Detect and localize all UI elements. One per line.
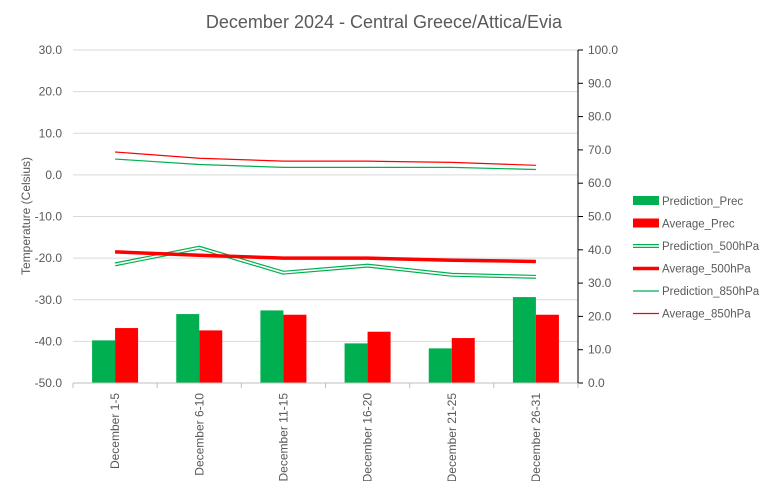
category-label: December 21-25 [445,393,459,481]
bar-average-prec [283,314,307,383]
axes [72,49,583,388]
bar-prediction-prec [344,343,368,383]
right-tick-label: 40.0 [588,243,612,257]
left-tick-label: -50.0 [35,376,63,390]
bar-average-prec [451,338,475,383]
bar-average-prec [199,330,223,383]
bar-prediction-prec [512,297,536,383]
left-axis-tick-labels: 30.0 20.0 10.0 0.0 -10.0 -20.0 -30.0 -40.0 -50.0 [35,43,63,390]
gridlines [73,49,578,342]
bar-average-prec [535,314,559,383]
left-tick-label: 0.0 [45,168,62,182]
line-series-group [114,151,536,279]
left-tick-label: -30.0 [35,293,63,307]
left-tick-label: 20.0 [39,85,63,99]
left-tick-label: 30.0 [39,43,63,57]
category-label: December 16-20 [361,393,375,481]
legend-prediction-500hpa-label: Prediction_500hPa [662,241,760,253]
right-tick-label: 0.0 [588,376,605,390]
right-tick-label: 30.0 [588,276,612,290]
y-axis-title: Temperature (Celsius) [19,157,33,275]
legend-prediction-prec-swatch [633,196,659,205]
bar-series-group [92,297,559,383]
legend-average-prec-label: Average_Prec [662,219,735,231]
right-tick-label: 10.0 [588,343,612,357]
right-tick-label: 60.0 [588,176,612,190]
bar-average-prec [367,331,391,383]
left-tick-label: 10.0 [39,126,63,140]
left-tick-label: -40.0 [35,334,63,348]
bar-prediction-prec [176,314,200,383]
right-tick-label: 90.0 [588,76,612,90]
category-label: December 11-15 [276,393,290,481]
right-tick-label: 100.0 [588,43,618,57]
left-tick-label: -20.0 [35,251,63,265]
right-axis-tick-labels: 100.0 90.0 80.0 70.0 60.0 50.0 40.0 30.0 20.0 10.… [588,43,618,390]
left-tick-label: -10.0 [35,210,63,224]
category-label: December 26-31 [529,393,543,481]
category-axis-labels: December 1-5 December 6-10 December 11-15 D… [108,393,543,481]
line-prediction-850hpa [115,158,536,171]
legend-average-500hpa-label: Average_500hPa [662,264,751,276]
line-average-850hpa [115,151,536,166]
legend-prediction-850hpa-label: Prediction_850hPa [662,286,760,298]
right-tick-label: 20.0 [588,309,612,323]
chart-title: December 2024 - Central Greece/Attica/Ev… [206,12,563,32]
line-prediction-500hpa-inner [114,246,536,278]
bar-prediction-prec [92,340,116,383]
category-label: December 1-5 [108,393,122,469]
legend-average-prec-swatch [633,218,659,228]
line-average-500hpa [115,250,536,264]
bar-average-prec [115,328,139,383]
legend-average-850hpa-label: Average_850hPa [662,309,751,321]
category-label: December 6-10 [192,393,206,476]
bar-prediction-prec [260,310,284,383]
bar-prediction-prec [428,348,452,383]
right-tick-label: 50.0 [588,210,612,224]
legend-prediction-prec-label: Prediction_Prec [662,196,743,208]
right-tick-label: 70.0 [588,143,612,157]
right-tick-label: 80.0 [588,110,612,124]
legend: Prediction_Prec Average_Prec Prediction_50… [633,196,760,321]
